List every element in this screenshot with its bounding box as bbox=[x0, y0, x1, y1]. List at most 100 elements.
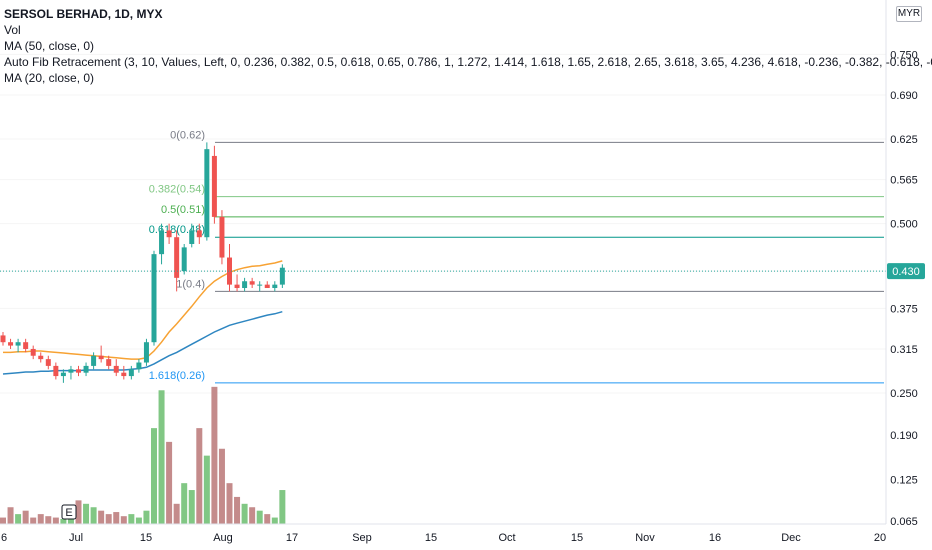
candle-body bbox=[76, 369, 81, 373]
price-tick-label: 0.690 bbox=[890, 90, 918, 102]
legend-fib[interactable]: Auto Fib Retracement (3, 10, Values, Lef… bbox=[4, 55, 932, 69]
volume-bar bbox=[15, 514, 22, 524]
volume-bar bbox=[60, 518, 67, 524]
time-tick-label: 16 bbox=[709, 532, 721, 544]
moving-averages bbox=[2, 260, 283, 375]
price-tick-label: 0.625 bbox=[890, 134, 918, 146]
time-tick-label: 15 bbox=[571, 532, 583, 544]
candle-body bbox=[128, 369, 134, 377]
time-tick-label: 6 bbox=[1, 532, 7, 544]
volume-bar bbox=[22, 510, 29, 524]
volume-bar bbox=[113, 512, 120, 524]
volume-bar bbox=[234, 496, 241, 524]
time-tick-label: Nov bbox=[635, 532, 655, 544]
price-tick-label: 0.375 bbox=[890, 303, 918, 315]
volume-tick-label: 0.190 bbox=[890, 430, 918, 442]
candle-body bbox=[106, 359, 112, 366]
candle-body bbox=[219, 216, 225, 258]
legend-ma20[interactable]: MA (20, close, 0) bbox=[4, 71, 95, 85]
grid bbox=[0, 53, 886, 394]
price-axis: 0.250 0.315 0.375 0.430 0.500 0.565 0.625 0.690… bbox=[0, 49, 925, 528]
volume-bar bbox=[30, 517, 37, 524]
candle-body bbox=[159, 230, 165, 255]
volume-bar bbox=[279, 490, 286, 524]
candle-body bbox=[234, 284, 240, 289]
candle-body bbox=[0, 335, 6, 343]
volume-bar bbox=[241, 503, 248, 524]
time-tick-label: 20 bbox=[874, 532, 886, 544]
price-tick-label: 0.315 bbox=[890, 344, 918, 356]
candle-body bbox=[23, 342, 29, 349]
current-price-badge bbox=[887, 263, 925, 280]
volume-tick-label: 0.065 bbox=[890, 516, 918, 528]
candle-body bbox=[98, 355, 104, 360]
price-tick-label: 0.250 bbox=[890, 388, 918, 400]
legend-ma50[interactable]: MA (50, close, 0) bbox=[4, 39, 95, 53]
currency-badge[interactable]: MYR bbox=[896, 6, 922, 22]
volume-bar bbox=[0, 517, 6, 524]
time-tick-label: Aug bbox=[213, 532, 233, 544]
price-tick-label: 0.500 bbox=[890, 219, 918, 231]
fib-label: 1(0.4) bbox=[176, 278, 205, 290]
time-tick-label: Sep bbox=[352, 532, 372, 544]
candles bbox=[0, 142, 285, 383]
volume-bar bbox=[75, 500, 82, 524]
volume-bar bbox=[211, 386, 218, 524]
volume-bar bbox=[226, 483, 233, 524]
candle-body bbox=[30, 348, 36, 356]
price-tick-label: 0.750 bbox=[890, 49, 918, 61]
candle-body bbox=[242, 281, 248, 289]
fib-levels: 0(0.62)0.382(0.54)0.5(0.51)0.618(0.48)1(… bbox=[149, 129, 884, 384]
candle-body bbox=[196, 230, 202, 238]
candle-body bbox=[121, 372, 127, 377]
event-marker-e[interactable]: E bbox=[61, 504, 77, 520]
candle-body bbox=[166, 230, 172, 238]
volume-bar bbox=[173, 503, 180, 524]
volume-bar bbox=[37, 514, 44, 524]
volume-bar bbox=[143, 510, 150, 524]
candle-body bbox=[279, 267, 285, 285]
fib-label: 0(0.62) bbox=[170, 129, 205, 141]
fib-label: 0.382(0.54) bbox=[149, 184, 205, 196]
volume-bar bbox=[181, 483, 188, 524]
time-tick-label: Dec bbox=[781, 532, 801, 544]
candle-body bbox=[8, 342, 14, 346]
volume-bar bbox=[196, 428, 203, 524]
volume-bar bbox=[271, 517, 278, 524]
volume-bar bbox=[135, 517, 142, 524]
candle-body bbox=[60, 372, 66, 377]
candle-body bbox=[38, 355, 44, 360]
volume-bar bbox=[105, 514, 112, 524]
candle-body bbox=[227, 257, 232, 285]
time-tick-label: 17 bbox=[286, 532, 298, 544]
volume-bar bbox=[45, 516, 52, 524]
chart-legend: SERSOL BERHAD, 1D, MYX Vol MA (50, close… bbox=[4, 6, 932, 86]
candle-body bbox=[272, 284, 278, 289]
candle-body bbox=[189, 230, 195, 244]
volume-bar bbox=[166, 441, 173, 524]
candle-body bbox=[136, 362, 142, 370]
fib-label: 0.5(0.51) bbox=[161, 204, 205, 216]
volume-bar bbox=[98, 510, 105, 524]
time-tick-label: 15 bbox=[140, 532, 152, 544]
volume-tick-label: 0.125 bbox=[890, 475, 918, 487]
volume-bar bbox=[256, 510, 263, 524]
ma50-line bbox=[2, 310, 283, 375]
candle-body bbox=[181, 247, 187, 272]
candle-body bbox=[174, 237, 180, 278]
volume-bar bbox=[203, 455, 210, 524]
candle-body bbox=[257, 284, 263, 286]
candle-body bbox=[211, 155, 217, 217]
symbol-title: SERSOL BERHAD, 1D, MYX bbox=[4, 7, 163, 21]
legend-vol[interactable]: Vol bbox=[4, 23, 21, 37]
volume-bars bbox=[0, 386, 286, 524]
candle-body bbox=[83, 365, 89, 373]
candle-body bbox=[15, 342, 21, 346]
volume-bar bbox=[90, 507, 97, 524]
svg-text:E: E bbox=[65, 507, 72, 519]
candle-body bbox=[249, 281, 255, 285]
volume-bar bbox=[249, 507, 256, 524]
ma20-line bbox=[3, 260, 283, 360]
volume-bar bbox=[158, 390, 165, 524]
